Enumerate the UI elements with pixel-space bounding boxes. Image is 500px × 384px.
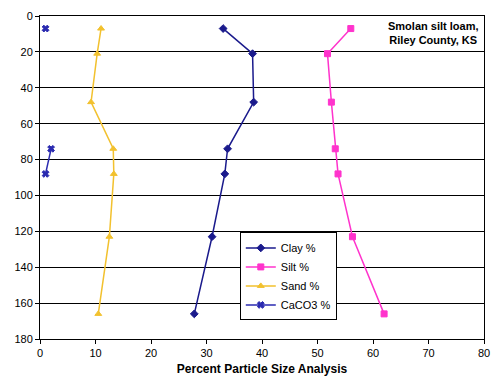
svg-text:40: 40 [21, 82, 33, 94]
svg-text:0: 0 [37, 347, 43, 359]
svg-text:Clay %: Clay % [281, 242, 316, 254]
svg-text:60: 60 [367, 347, 379, 359]
svg-text:10: 10 [89, 347, 101, 359]
svg-text:Percent Particle Size Analysis: Percent Particle Size Analysis [177, 362, 348, 376]
svg-text:40: 40 [256, 347, 268, 359]
svg-text:100: 100 [14, 189, 32, 201]
svg-text:Silt %: Silt % [281, 261, 309, 273]
svg-text:60: 60 [21, 118, 33, 130]
svg-text:Smolan silt loam,Riley County,: Smolan silt loam,Riley County, KS [388, 20, 478, 46]
svg-text:0: 0 [27, 10, 33, 22]
svg-text:20: 20 [145, 347, 157, 359]
svg-text:CaCO3 %: CaCO3 % [281, 299, 331, 311]
svg-text:50: 50 [311, 347, 323, 359]
svg-text:30: 30 [200, 347, 212, 359]
svg-text:120: 120 [14, 225, 32, 237]
svg-text:160: 160 [14, 297, 32, 309]
svg-text:20: 20 [21, 46, 33, 58]
svg-text:80: 80 [478, 347, 490, 359]
svg-text:70: 70 [422, 347, 434, 359]
svg-text:Sand %: Sand % [281, 280, 320, 292]
svg-text:80: 80 [21, 153, 33, 165]
svg-text:180: 180 [14, 333, 32, 345]
svg-text:140: 140 [14, 261, 32, 273]
